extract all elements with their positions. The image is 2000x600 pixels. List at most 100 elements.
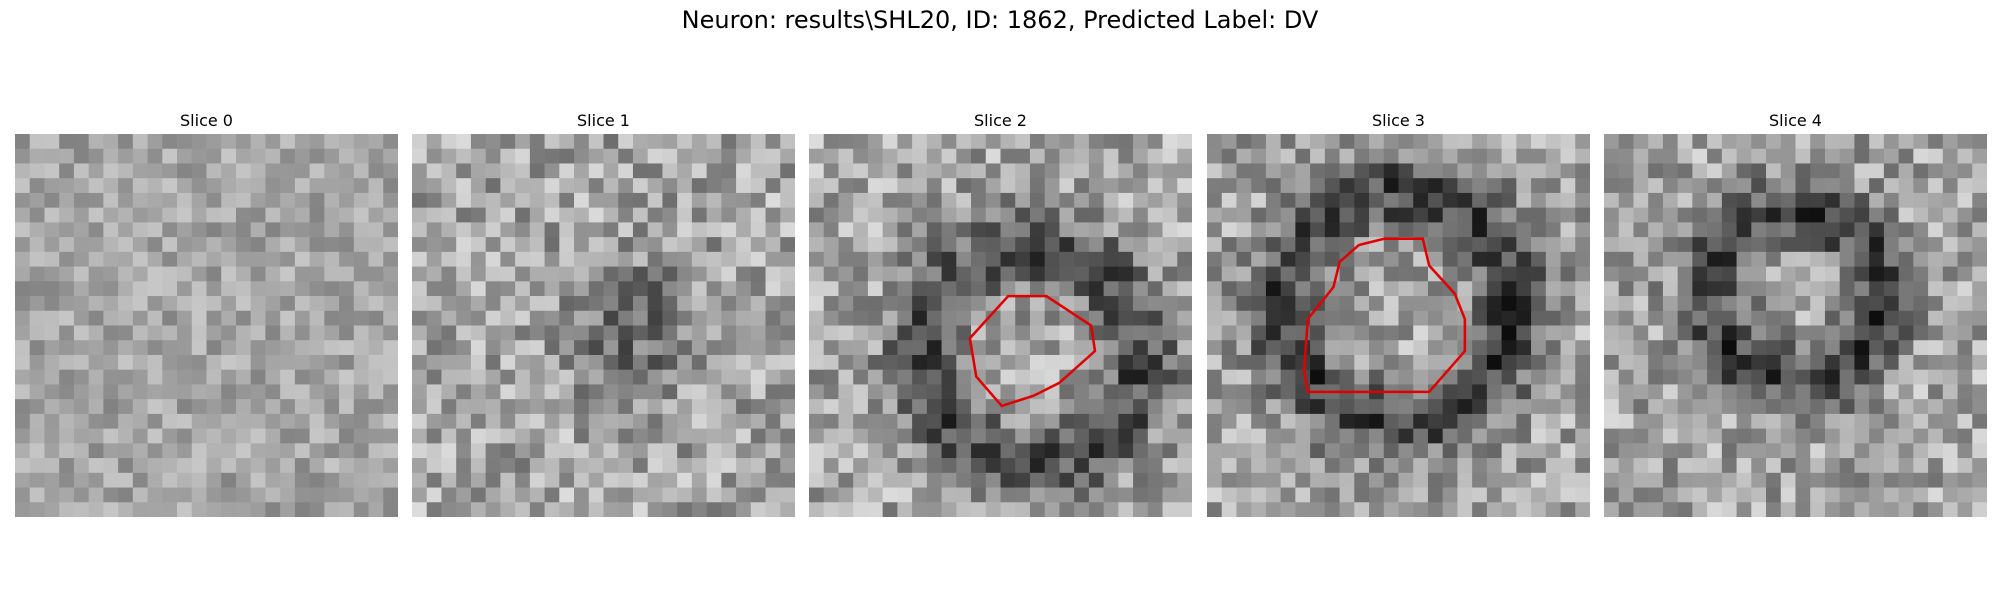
pixel	[574, 148, 590, 164]
pixel	[662, 340, 678, 356]
pixel	[574, 251, 590, 267]
pixel	[162, 281, 178, 297]
pixel	[1501, 148, 1517, 164]
pixel	[1236, 428, 1252, 444]
pixel	[456, 413, 472, 429]
pixel	[1633, 134, 1649, 150]
pixel	[1633, 487, 1649, 503]
pixel	[1531, 192, 1547, 209]
pixel	[1721, 369, 1737, 385]
pixel	[1251, 502, 1267, 517]
pixel	[559, 399, 575, 415]
pixel	[912, 251, 928, 267]
pixel	[1928, 354, 1944, 371]
pixel	[206, 502, 222, 517]
pixel	[1457, 458, 1473, 474]
pixel	[721, 281, 737, 297]
pixel	[206, 163, 222, 179]
pixel	[1339, 325, 1355, 341]
pixel	[1545, 428, 1561, 444]
pixel	[1662, 134, 1679, 150]
pixel	[1692, 340, 1708, 356]
pixel	[1575, 354, 1590, 371]
pixel	[1854, 237, 1870, 253]
pixel	[1221, 384, 1237, 400]
pixel	[265, 163, 281, 179]
pixel	[823, 369, 839, 385]
pixel	[1516, 134, 1532, 150]
pixel	[1236, 296, 1252, 312]
pixel	[1295, 251, 1311, 267]
pixel	[544, 148, 560, 164]
pixel	[1942, 296, 1958, 312]
pixel	[750, 399, 766, 415]
pixel	[941, 310, 957, 326]
pixel	[544, 325, 560, 341]
pixel	[721, 502, 737, 517]
pixel	[1044, 399, 1060, 415]
pixel	[1427, 428, 1444, 444]
pixel	[147, 384, 163, 400]
pixel	[647, 354, 663, 371]
pixel	[309, 237, 325, 253]
pixel	[250, 237, 266, 253]
pixel	[1029, 178, 1046, 194]
pixel	[1957, 192, 1973, 209]
pixel	[1207, 458, 1223, 474]
pixel	[588, 163, 604, 179]
pixel	[1339, 178, 1355, 194]
pixel	[1000, 207, 1016, 223]
pixel	[177, 296, 193, 312]
pixel	[1560, 354, 1576, 371]
pixel	[177, 251, 193, 267]
pixel	[383, 281, 398, 297]
pixel	[1898, 354, 1914, 371]
pixel	[1280, 399, 1296, 415]
pixel	[647, 222, 663, 238]
pixel	[1604, 340, 1620, 356]
pixel	[1780, 134, 1796, 150]
pixel	[426, 148, 442, 164]
pixel	[1383, 428, 1399, 444]
pixel	[985, 222, 1001, 238]
pixel	[294, 399, 310, 415]
pixel	[441, 134, 457, 150]
pixel	[838, 354, 854, 371]
pixel	[1221, 222, 1237, 238]
pixel	[618, 399, 634, 415]
pixel	[88, 163, 104, 179]
pixel	[1088, 310, 1104, 326]
pixel	[1324, 148, 1340, 164]
pixel	[103, 237, 119, 253]
pixel	[177, 428, 193, 444]
pixel	[1472, 163, 1488, 179]
pixel	[368, 192, 384, 209]
pixel	[1029, 192, 1046, 209]
pixel	[44, 148, 60, 164]
pixel	[235, 134, 252, 150]
pixel	[1560, 207, 1576, 223]
pixel	[1942, 472, 1958, 488]
pixel	[544, 251, 560, 267]
pixel	[603, 487, 619, 503]
pixel	[1928, 487, 1944, 503]
pixel	[294, 354, 310, 371]
pixel	[191, 281, 207, 297]
pixel	[1780, 148, 1796, 164]
pixel	[1354, 134, 1370, 150]
pixel	[500, 237, 516, 253]
pixel	[662, 399, 678, 415]
pixel	[1000, 237, 1016, 253]
pixel	[1074, 134, 1090, 150]
pixel	[867, 222, 884, 238]
pixel	[867, 281, 884, 297]
pixel	[603, 237, 619, 253]
pixel	[265, 472, 281, 488]
pixel	[1928, 413, 1944, 429]
pixel	[1618, 178, 1634, 194]
pixel	[647, 428, 663, 444]
pixel	[1133, 281, 1149, 297]
pixel	[88, 251, 104, 267]
pixel	[1501, 502, 1517, 517]
pixel	[1103, 251, 1119, 267]
